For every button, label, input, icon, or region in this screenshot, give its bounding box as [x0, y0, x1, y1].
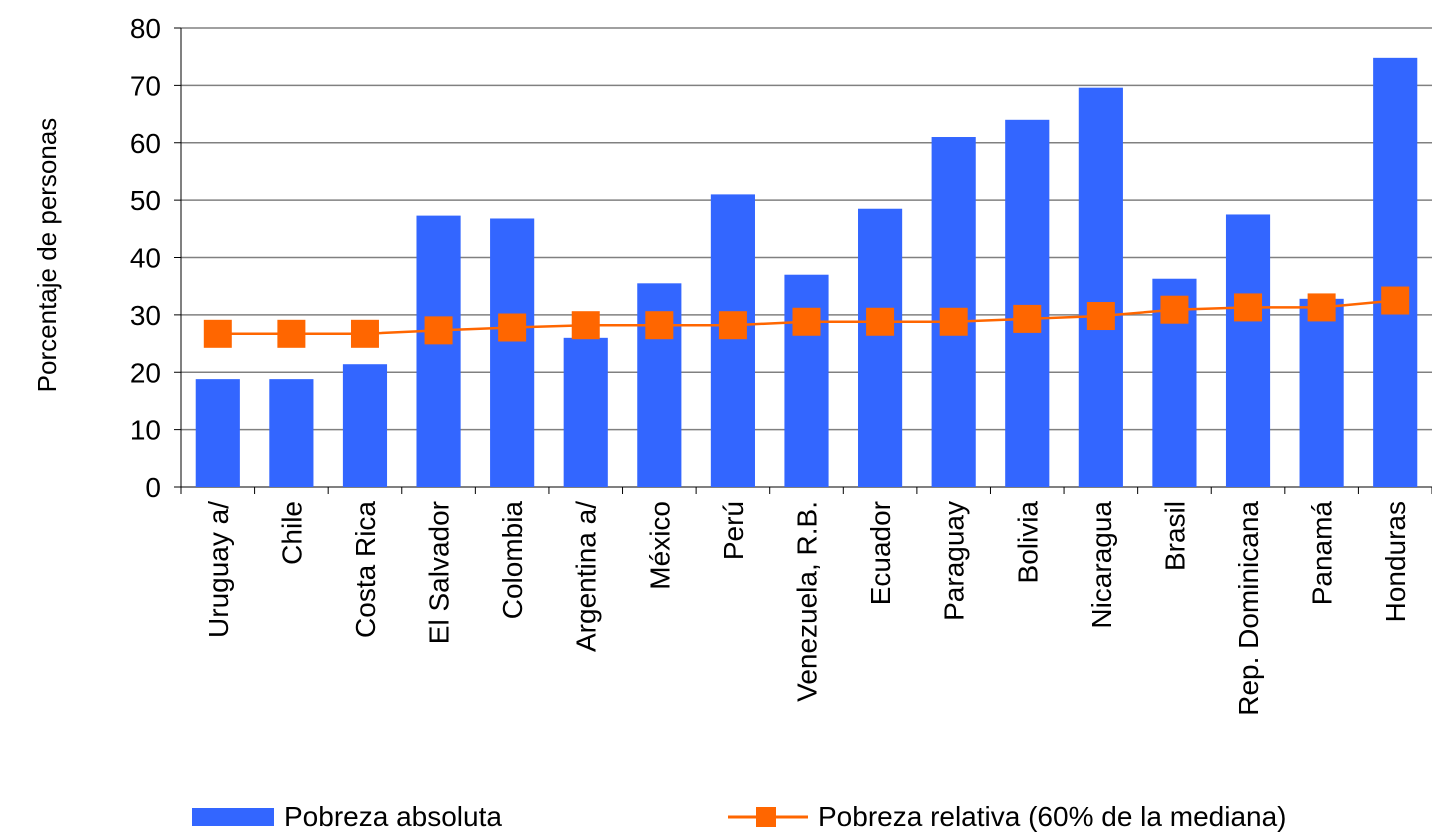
x-tick-label: Chile	[276, 501, 307, 565]
legend-swatch-bars	[192, 807, 274, 826]
line-marker	[203, 319, 232, 348]
line-marker	[1381, 286, 1410, 315]
bar	[269, 379, 314, 487]
y-tick-label: 30	[130, 300, 161, 331]
bar-series	[195, 57, 1418, 488]
bar	[1373, 57, 1418, 488]
x-tick-label: Perú	[718, 501, 749, 560]
y-tick-label: 60	[130, 128, 161, 159]
line-marker	[718, 311, 747, 340]
y-tick-label: 10	[130, 415, 161, 446]
bar	[1299, 298, 1344, 487]
line-marker	[1307, 293, 1336, 322]
line-marker	[792, 307, 821, 336]
x-tick-label: Argentina a/	[571, 501, 602, 652]
legend-item-bars: Pobreza absoluta	[192, 800, 502, 833]
line-marker	[424, 316, 453, 345]
line-marker	[1013, 304, 1042, 333]
legend-swatch-line	[728, 806, 808, 827]
line-marker	[1086, 302, 1115, 331]
line-marker	[277, 319, 306, 348]
x-tick-label: Costa Rica	[350, 501, 381, 638]
x-tick-label: Honduras	[1380, 501, 1411, 622]
line-marker	[1234, 293, 1263, 322]
bar	[784, 274, 829, 487]
x-tick-label: Venezuela, R.B.	[792, 501, 823, 702]
y-tick-label: 0	[145, 472, 161, 503]
bar	[1225, 214, 1271, 487]
x-tick-label: El Salvador	[424, 501, 455, 644]
line-marker	[1160, 295, 1189, 324]
bar	[195, 379, 240, 487]
line-marker	[498, 313, 527, 342]
y-tick-label: 80	[130, 13, 161, 44]
x-tick-label: Nicaragua	[1086, 501, 1117, 629]
legend-label-line: Pobreza relativa (60% de la mediana)	[818, 800, 1287, 832]
x-tick-label: Uruguay a/	[203, 501, 234, 638]
legend-item-line: Pobreza relativa (60% de la mediana)	[728, 800, 1286, 833]
y-tick-label: 70	[130, 70, 161, 101]
bar	[490, 218, 535, 488]
tick-labels: 0 10 20 30 40 50 60 70 80 Uruguay a/Chile Costa Ri…	[130, 13, 1411, 716]
x-tick-label: Paraguay	[939, 501, 970, 621]
chart-plot: 0 10 20 30 40 50 60 70 80 Uruguay a/Chile Costa Ri…	[32, 13, 1432, 716]
x-tick-label: Panamá	[1307, 501, 1338, 606]
bar	[858, 208, 903, 487]
y-tick-label: 20	[130, 357, 161, 388]
line-marker	[866, 307, 895, 336]
line-series	[203, 286, 1410, 348]
bar	[342, 364, 388, 487]
x-tick-label: México	[644, 501, 675, 590]
line-marker	[350, 319, 379, 348]
x-tick-label: Ecuador	[865, 501, 896, 605]
bar	[1005, 119, 1050, 488]
y-tick-label: 50	[130, 185, 161, 216]
line-marker	[645, 311, 674, 340]
x-tick-label: Brasil	[1159, 501, 1190, 571]
bar	[563, 337, 608, 487]
bar	[416, 215, 461, 487]
line-marker	[939, 307, 968, 336]
legend-label-bars: Pobreza absoluta	[284, 800, 502, 832]
x-tick-label: Bolivia	[1012, 501, 1043, 584]
bar	[710, 194, 755, 487]
y-axis-title: Porcentaje de personas	[32, 118, 62, 393]
y-tick-label: 40	[130, 243, 161, 274]
x-tick-label: Colombia	[497, 501, 528, 620]
x-tick-label: Rep. Dominicana	[1233, 501, 1264, 716]
bar	[1078, 87, 1123, 488]
line-marker	[571, 311, 600, 340]
